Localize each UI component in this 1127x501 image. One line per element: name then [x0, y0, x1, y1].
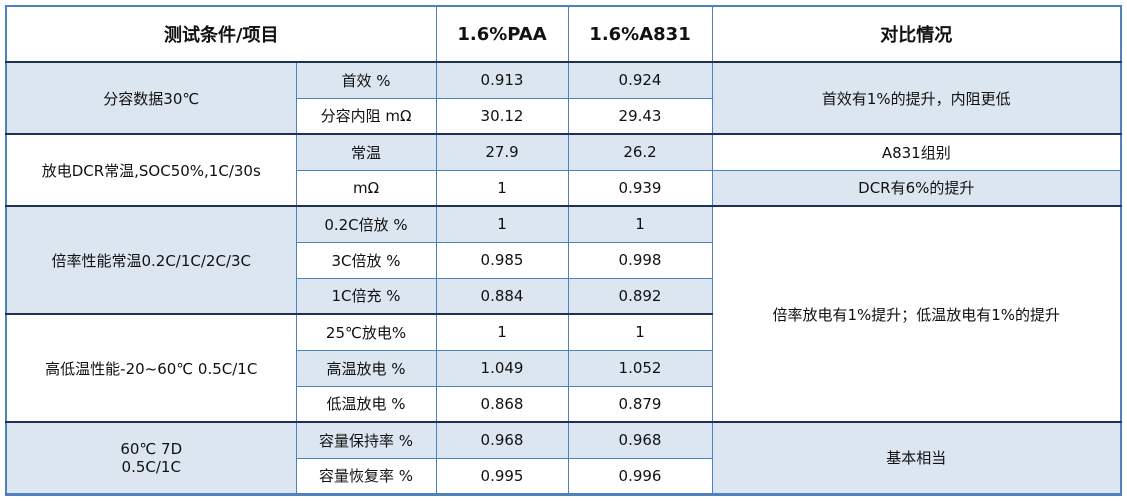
paa-value-cell: 1	[435, 313, 569, 351]
item-cell: 容量恢复率 %	[295, 457, 437, 495]
item-cell: mΩ	[295, 169, 437, 207]
comparison-cell: 基本相当	[711, 421, 1122, 495]
a831-value-cell: 26.2	[567, 133, 713, 171]
comparison-cell: DCR有6%的提升	[711, 169, 1122, 207]
item-cell: 1C倍充 %	[295, 277, 437, 315]
table-row: 倍率性能常温0.2C/1C/2C/3C 0.2C倍放 % 1 1 倍率放电有1%…	[5, 205, 1122, 423]
paa-value-cell: 0.884	[435, 277, 569, 315]
group-cell-capacity-data: 分容数据30℃	[5, 61, 297, 135]
paa-value-cell: 0.868	[435, 385, 569, 423]
comparison-cell: 倍率放电有1%提升；低温放电有1%的提升	[711, 205, 1122, 423]
table-header-row: 测试条件/项目 1.6%PAA 1.6%A831 对比情况	[5, 5, 1122, 63]
paa-value-cell: 1.049	[435, 349, 569, 387]
comparison-cell: 首效有1%的提升，内阻更低	[711, 61, 1122, 135]
a831-value-cell: 0.879	[567, 385, 713, 423]
item-cell: 分容内阻 mΩ	[295, 97, 437, 135]
paa-value-cell: 0.913	[435, 61, 569, 99]
header-paa: 1.6%PAA	[435, 5, 569, 63]
paa-value-cell: 0.995	[435, 457, 569, 495]
a831-value-cell: 1	[567, 313, 713, 351]
paa-value-cell: 0.968	[435, 421, 569, 459]
paa-value-cell: 1	[435, 205, 569, 243]
table-row: mΩ 1 0.939 DCR有6%的提升	[6, 169, 1122, 207]
table-row: 分容数据30℃ 首效 % 0.913 0.924 首效有1%的提升，内阻更低	[5, 61, 1122, 135]
a831-value-cell: 0.924	[567, 61, 713, 99]
header-comparison: 对比情况	[711, 5, 1122, 63]
table-row: 分容内阻 mΩ 30.12 29.43	[6, 97, 1121, 135]
paa-value-cell: 1	[435, 169, 569, 207]
comparison-cell: A831组别	[711, 133, 1122, 171]
header-a831: 1.6%A831	[567, 5, 713, 63]
paa-value-cell: 0.985	[435, 241, 569, 279]
item-cell: 首效 %	[295, 61, 437, 99]
group-cell-storage-60c: 60℃ 7D 0.5C/1C	[5, 421, 297, 495]
a831-value-cell: 0.892	[567, 277, 713, 315]
paa-value-cell: 27.9	[435, 133, 569, 171]
group-cell-rate-performance: 倍率性能常温0.2C/1C/2C/3C	[5, 205, 297, 315]
item-cell: 低温放电 %	[295, 385, 437, 423]
item-cell: 0.2C倍放 %	[295, 205, 437, 243]
table-row: 高温放电 % 1.049 1.052	[6, 349, 1121, 387]
table-row: 高低温性能-20~60℃ 0.5C/1C 25℃放电% 1 1	[5, 313, 1121, 423]
header-test-conditions: 测试条件/项目	[5, 5, 437, 63]
a831-value-cell: 0.998	[567, 241, 713, 279]
a831-value-cell: 1.052	[567, 349, 713, 387]
comparison-table: 测试条件/项目 1.6%PAA 1.6%A831 对比情况 分容数据30℃ 首效…	[5, 5, 1123, 496]
a831-value-cell: 0.968	[567, 421, 713, 459]
a831-value-cell: 0.996	[567, 457, 713, 495]
a831-value-cell: 0.939	[567, 169, 713, 207]
table-row: 容量恢复率 % 0.995 0.996	[6, 457, 1121, 495]
item-cell: 常温	[295, 133, 437, 171]
item-cell: 3C倍放 %	[295, 241, 437, 279]
item-cell: 25℃放电%	[295, 313, 437, 351]
paa-value-cell: 30.12	[435, 97, 569, 135]
table-row: 放电DCR常温,SOC50%,1C/30s 常温 27.9 26.2 A831组…	[5, 133, 1122, 207]
item-cell: 高温放电 %	[295, 349, 437, 387]
group-cell-discharge-dcr: 放电DCR常温,SOC50%,1C/30s	[5, 133, 297, 207]
table-row: 60℃ 7D 0.5C/1C 容量保持率 % 0.968 0.968 基本相当	[5, 421, 1122, 495]
group-cell-high-low-temp: 高低温性能-20~60℃ 0.5C/1C	[5, 313, 297, 423]
a831-value-cell: 29.43	[567, 97, 713, 135]
a831-value-cell: 1	[567, 205, 713, 243]
item-cell: 容量保持率 %	[295, 421, 437, 459]
